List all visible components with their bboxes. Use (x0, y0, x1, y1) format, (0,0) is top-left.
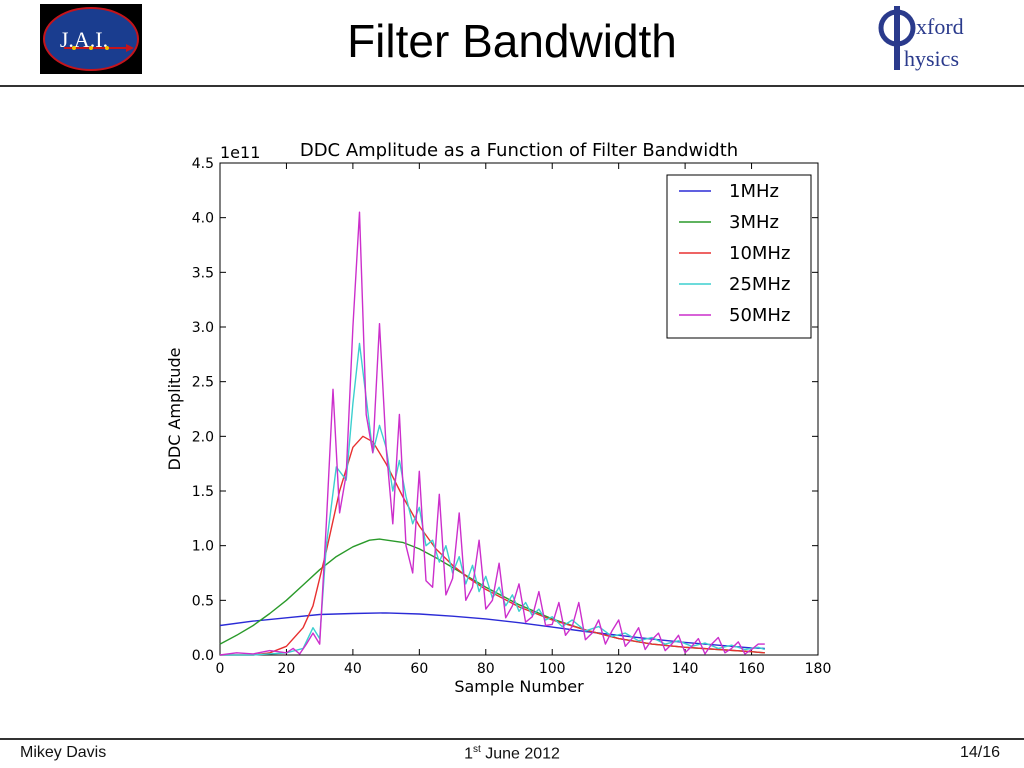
x-tick-label: 140 (672, 661, 699, 677)
x-tick-label: 40 (344, 661, 362, 677)
x-tick-label: 180 (805, 661, 832, 677)
series-line-50mhz (219, 211, 765, 656)
x-tick-label: 80 (477, 661, 495, 677)
x-tick-label: 60 (410, 661, 428, 677)
legend: 1MHz 3MHz 10MHz 25MHz 50MHz (666, 174, 812, 339)
oxford-logo-text: xford (916, 14, 964, 39)
physics-logo-text: hysics (904, 46, 959, 71)
x-tick-label: 0 (216, 661, 225, 677)
series-line-25mhz (220, 342, 766, 656)
legend-box (666, 174, 812, 339)
y-tick-label: 1.0 (192, 539, 214, 555)
y-tick-label: 3.5 (192, 265, 214, 281)
y-tick-label: 1.5 (192, 484, 214, 500)
footer-date-rest: June 2012 (480, 745, 560, 763)
slide-title: Filter Bandwidth (347, 15, 677, 67)
series-line-1mhz (219, 612, 765, 650)
chart-title: DDC Amplitude as a Function of Filter Ba… (300, 140, 738, 161)
y-multiplier: 1e11 (220, 143, 260, 162)
x-tick-label: 120 (605, 661, 632, 677)
footer-author: Mikey Davis (20, 744, 107, 761)
footer-date: 1st June 2012 (0, 744, 1024, 763)
footer-divider (0, 738, 1024, 740)
y-tick-label: 2.0 (192, 429, 214, 445)
jai-logo: J.A.I. (40, 4, 142, 74)
y-tick-label: 0.0 (192, 648, 214, 664)
legend-label-1mhz: 1MHz (729, 181, 779, 202)
axis-ticks: 0 20 40 60 80 100 120 140 160 180 0.0 0.5 1.0 1.5 2.0 2… (192, 156, 832, 677)
legend-label-25mhz: 25MHz (729, 274, 790, 295)
footer-date-day: 1 (464, 745, 473, 763)
y-axis-label: DDC Amplitude (165, 348, 184, 471)
y-tick-label: 4.5 (192, 156, 214, 172)
legend-label-50mhz: 50MHz (729, 305, 790, 326)
x-tick-label: 160 (738, 661, 765, 677)
header-divider (0, 85, 1024, 87)
oxford-physics-logo: xford hysics (876, 4, 996, 76)
x-axis-label: Sample Number (454, 677, 584, 696)
x-tick-label: 20 (278, 661, 296, 677)
y-tick-label: 3.0 (192, 320, 214, 336)
footer-date-sup: st (472, 744, 481, 755)
legend-label-3mhz: 3MHz (729, 212, 779, 233)
ddc-amplitude-chart: DDC Amplitude as a Function of Filter Ba… (165, 140, 832, 696)
legend-label-10mhz: 10MHz (729, 243, 790, 264)
y-tick-label: 0.5 (192, 593, 214, 609)
y-tick-label: 4.0 (192, 211, 214, 227)
x-tick-label: 100 (539, 661, 566, 677)
y-tick-label: 2.5 (192, 375, 214, 391)
series-lines (219, 211, 766, 656)
footer-page-number: 14/16 (959, 744, 1000, 761)
series-line-10mhz (220, 435, 765, 656)
